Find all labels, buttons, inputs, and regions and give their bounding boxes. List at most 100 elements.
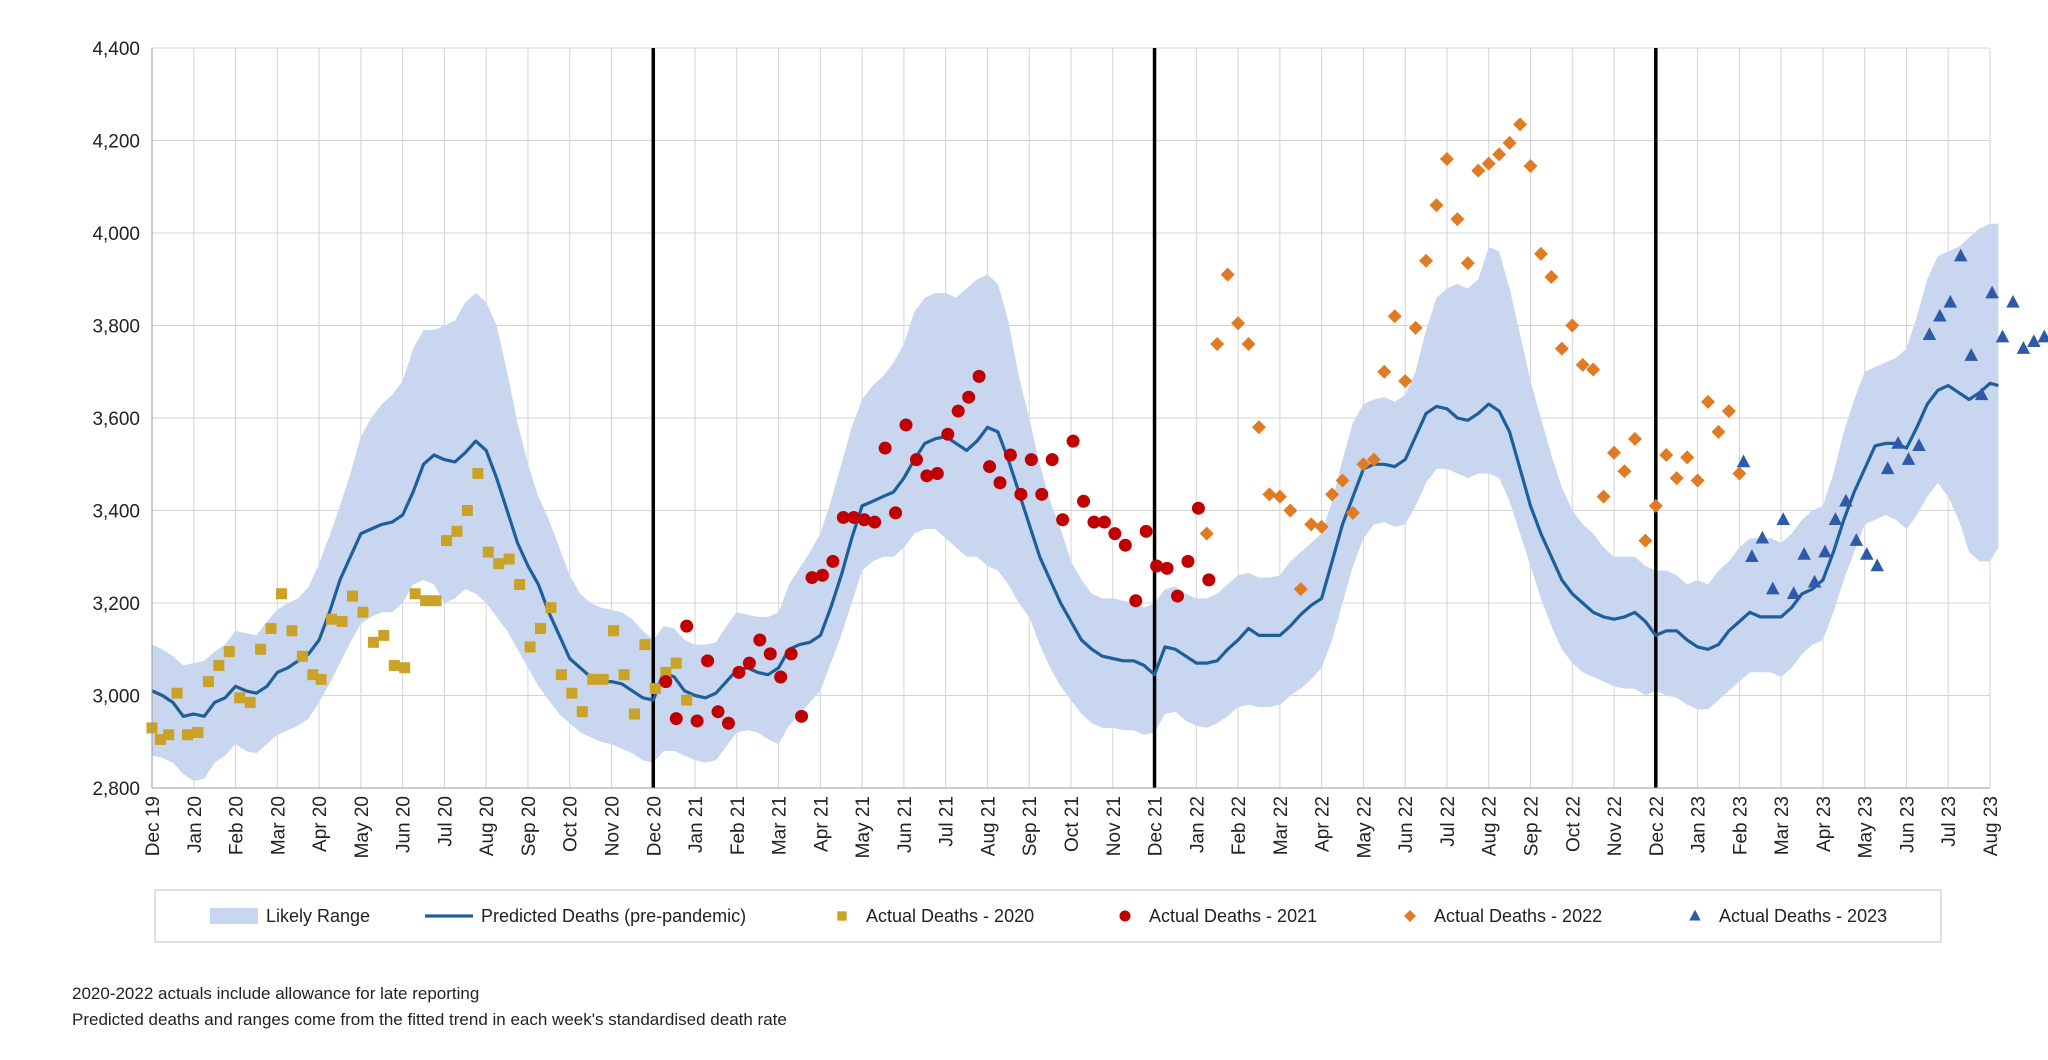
actual-deaths-2022-point — [1596, 489, 1611, 504]
legend-swatch-marker — [1689, 909, 1701, 921]
x-tick-label: Aug 20 — [477, 796, 498, 856]
y-tick-label: 3,800 — [92, 317, 140, 338]
x-tick-label: Jan 20 — [185, 796, 206, 853]
actual-deaths-2021-point — [920, 469, 934, 483]
actual-deaths-2022-point — [1335, 473, 1350, 488]
actual-deaths-2022-point — [1690, 473, 1705, 488]
actual-deaths-2020-point — [326, 613, 338, 625]
actual-deaths-2023-point — [1974, 387, 1989, 401]
x-tick-label: Jan 21 — [686, 796, 707, 853]
actual-deaths-2023-point — [1995, 329, 2010, 343]
actual-deaths-2020-point — [555, 669, 567, 681]
actual-deaths-2020-point — [275, 588, 287, 600]
actual-deaths-2021-point — [1191, 501, 1205, 515]
actual-deaths-2022-point — [1638, 533, 1653, 548]
actual-deaths-2021-point — [795, 709, 809, 723]
x-tick-label: Feb 21 — [728, 796, 749, 855]
actual-deaths-2020-point — [628, 708, 640, 720]
actual-deaths-2020-point — [315, 673, 327, 685]
actual-deaths-2020-point — [576, 706, 588, 718]
actual-deaths-2022-point — [1711, 424, 1726, 439]
actual-deaths-2023-point — [1839, 493, 1853, 507]
actual-deaths-2020-point — [451, 525, 463, 537]
actual-deaths-2022-point — [1732, 466, 1747, 481]
actual-deaths-2020-point — [296, 650, 308, 662]
x-tick-label: Feb 22 — [1229, 796, 1250, 855]
actual-deaths-2021-point — [1087, 515, 1101, 529]
actual-deaths-2022-point — [1607, 445, 1622, 460]
actual-deaths-2022-point — [1419, 253, 1434, 268]
actual-deaths-2021-point — [909, 453, 923, 467]
actual-deaths-2021-point — [774, 670, 788, 684]
x-tick-label: Feb 20 — [227, 796, 248, 855]
actual-deaths-2020-point — [171, 687, 183, 699]
x-tick-label: May 21 — [853, 796, 874, 858]
actual-deaths-2022-point — [1721, 404, 1736, 419]
actual-deaths-2022-point — [1304, 517, 1319, 532]
actual-deaths-2021-point — [1150, 559, 1164, 573]
y-tick-label: 4,200 — [92, 132, 140, 153]
actual-deaths-2020-point — [378, 629, 390, 641]
actual-deaths-2022-point — [1554, 341, 1569, 356]
actual-deaths-2022-point — [1669, 471, 1684, 486]
predicted-deaths-path — [151, 381, 1999, 718]
actual-deaths-2023-point — [1922, 327, 1937, 340]
actual-deaths-2020-point — [597, 673, 609, 685]
x-tick-label: Dec 19 — [143, 796, 164, 856]
actual-deaths-2021-point — [889, 506, 903, 520]
x-tick-label: Sep 20 — [519, 796, 540, 856]
actual-deaths-2022-point — [1471, 163, 1486, 178]
actual-deaths-2023-point — [1797, 546, 1811, 560]
x-tick-label: Oct 21 — [1062, 796, 1083, 852]
actual-deaths-2020-point — [639, 639, 651, 651]
actual-deaths-2020-point — [587, 673, 599, 685]
actual-deaths-2020-point — [234, 692, 246, 704]
actual-deaths-2020-point — [649, 683, 661, 695]
actual-deaths-2021-point — [868, 515, 882, 529]
actual-deaths-2022-point — [1439, 152, 1454, 166]
x-tick-label: Nov 22 — [1605, 796, 1626, 856]
actual-deaths-2021-point — [1035, 487, 1049, 501]
actual-deaths-2020-point — [255, 643, 267, 655]
actual-deaths-2022-point — [1450, 212, 1465, 227]
actual-deaths-2021-point — [836, 510, 850, 524]
actual-deaths-2020-point — [244, 696, 256, 708]
actual-deaths-2022-point — [1544, 269, 1559, 284]
x-tick-label: Oct 22 — [1563, 796, 1584, 852]
actual-deaths-2023-point — [1766, 581, 1780, 595]
actual-deaths-2023-point — [1786, 586, 1801, 599]
x-tick-label: May 20 — [352, 796, 373, 858]
year-dividers — [651, 48, 1658, 788]
actual-deaths-2022-point — [1565, 318, 1580, 333]
actual-deaths-2021-point — [1108, 527, 1122, 541]
actual-deaths-2021-point — [1181, 554, 1195, 568]
actual-deaths-2020-point — [440, 535, 452, 547]
actual-deaths-2021-point — [993, 476, 1007, 490]
legend-swatch-marker — [1404, 910, 1416, 922]
y-tick-label: 3,600 — [92, 409, 140, 430]
x-tick-label: Jun 20 — [394, 796, 415, 853]
actual-deaths-2020-point — [367, 636, 379, 648]
actual-deaths-2020-point — [192, 727, 204, 738]
actual-deaths-2023-point — [1736, 454, 1751, 468]
actual-deaths-2023-point — [1912, 438, 1926, 451]
actual-deaths-2022-point — [1481, 156, 1496, 171]
actual-deaths-2022-point — [1627, 431, 1642, 446]
actual-deaths-2023-point — [1901, 452, 1916, 465]
actual-deaths-2023-point — [1828, 512, 1843, 525]
actual-deaths-2020-point — [472, 468, 484, 479]
actual-deaths-2020-point — [514, 579, 526, 590]
actual-deaths-2022-point — [1575, 357, 1590, 372]
actual-deaths-2022-point — [1210, 337, 1225, 351]
x-tick-label: Nov 21 — [1104, 796, 1125, 856]
actual-deaths-2021-point — [857, 513, 871, 527]
actual-deaths-2020-point — [357, 606, 369, 618]
actual-deaths-2022-point — [1408, 320, 1423, 335]
actual-deaths-2021-point — [690, 714, 704, 728]
legend: Likely Range Predicted Deaths (pre-pandem… — [154, 889, 1942, 943]
actual-deaths-2020-point — [409, 588, 421, 600]
actual-deaths-2021-point — [1024, 453, 1038, 467]
actual-deaths-2020-point — [388, 659, 400, 671]
x-tick-label: Apr 21 — [811, 796, 832, 852]
actual-deaths-2020-point — [493, 558, 505, 570]
